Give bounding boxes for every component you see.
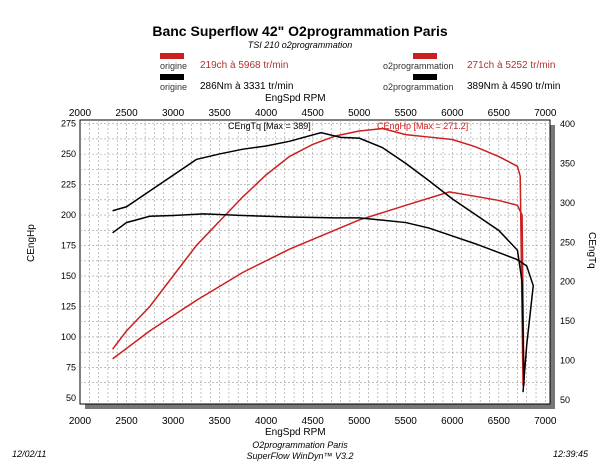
x-tick-label-top: 2500 [115, 108, 138, 119]
y-left-tick-label: 125 [61, 301, 76, 311]
footer-date: 12/02/11 [12, 449, 47, 459]
series-line-1 [112, 191, 525, 386]
x-tick-label-top: 4500 [302, 108, 325, 119]
x-tick-label-bottom: 6500 [488, 416, 511, 427]
plot-frame [79, 119, 551, 405]
x-tick-label-bottom: 3000 [162, 416, 185, 427]
legend-swatch-black-left [160, 74, 184, 80]
x-tick-label-top: 7000 [534, 108, 557, 119]
annotation-hp-max: CEngHp [Max = 271.2] [377, 121, 469, 131]
x-tick-label-top: 4000 [255, 108, 278, 119]
legend-swatch-red-right [413, 53, 437, 59]
y-right-tick-label: 150 [560, 316, 575, 326]
legend-value: 219ch à 5968 tr/min [200, 60, 289, 71]
legend-name: o2programmation [383, 61, 454, 71]
chart-subtitle: TSI 210 o2programmation [247, 40, 353, 50]
y-right-tick-label: 200 [560, 277, 575, 287]
x-tick-label-bottom: 2500 [115, 416, 138, 427]
x-tick-label-top: 6000 [441, 108, 464, 119]
x-tick-label-bottom: 4000 [255, 416, 278, 427]
x-tick-label-bottom: 2000 [69, 416, 92, 427]
y-left-tick-label: 75 [66, 362, 76, 372]
footer-time: 12:39:45 [552, 449, 588, 459]
legend-name: o2programmation [383, 82, 454, 92]
chart-title: Banc Superflow 42" O2programmation Paris [152, 23, 448, 39]
x-tick-label-bottom: 6000 [441, 416, 464, 427]
y-right-tick-label: 100 [560, 356, 575, 366]
x-tick-label-top: 5000 [348, 108, 371, 119]
x-tick-label-top: 3000 [162, 108, 185, 119]
y-left-tick-label: 275 [61, 119, 76, 129]
footer-line2: SuperFlow WinDyn™ V3.2 [246, 451, 354, 461]
x-tick-label-bottom: 7000 [534, 416, 557, 427]
series-line-3 [112, 213, 535, 393]
legend-value: 271ch à 5252 tr/min [467, 60, 556, 71]
x-tick-label-bottom: 5000 [348, 416, 371, 427]
x-tick-label-bottom: 5500 [395, 416, 418, 427]
annotation-tq-max: CEngTq [Max = 389] [228, 121, 311, 131]
x-tick-label-top: 2000 [69, 108, 92, 119]
y-left-tick-label: 175 [61, 241, 76, 251]
series-line-2 [112, 131, 525, 385]
legend-swatch-red-left [160, 53, 184, 59]
y-left-tick-label: 50 [66, 393, 76, 403]
y-right-tick-label: 350 [560, 158, 575, 168]
x-tick-label-bottom: 4500 [302, 416, 325, 427]
legend-value: 286Nm à 3331 tr/min [200, 81, 294, 92]
x-tick-label-top: 6500 [488, 108, 511, 119]
y-right-tick-label: 50 [560, 395, 570, 405]
legend-name: origine [160, 82, 188, 92]
y-left-tick-label: 100 [61, 332, 76, 342]
y-left-tick-label: 150 [61, 271, 76, 281]
y-right-tick-label: 300 [560, 198, 575, 208]
y-left-tick-label: 250 [61, 149, 76, 159]
x-tick-label-top: 5500 [395, 108, 418, 119]
x-axis-label-bottom: EngSpd RPM [265, 427, 326, 438]
y-left-tick-label: 225 [61, 180, 76, 190]
legend-name: origine [160, 61, 188, 71]
y-right-tick-label: 250 [560, 237, 575, 247]
legend-value: 389Nm à 4590 tr/min [467, 81, 561, 92]
y-right-tick-label: 400 [560, 119, 575, 129]
x-tick-label-bottom: 3500 [208, 416, 231, 427]
x-axis-label-top: EngSpd RPM [265, 93, 326, 104]
y-left-tick-label: 200 [61, 210, 76, 220]
legend-swatch-black-right [413, 74, 437, 80]
footer-line1: O2programmation Paris [252, 440, 348, 450]
x-tick-label-top: 3500 [208, 108, 231, 119]
